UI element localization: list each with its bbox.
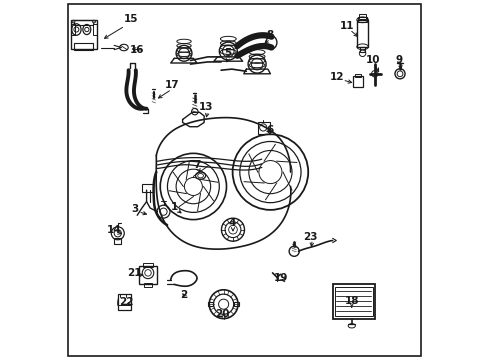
Bar xyxy=(358,14,366,19)
Bar xyxy=(356,20,367,47)
Bar xyxy=(359,47,365,52)
Text: 8: 8 xyxy=(265,30,273,40)
Text: 23: 23 xyxy=(302,232,317,242)
Bar xyxy=(258,122,269,134)
Text: 10: 10 xyxy=(366,55,380,66)
Text: 20: 20 xyxy=(215,309,229,319)
Bar xyxy=(234,302,238,306)
Text: 5: 5 xyxy=(224,48,231,58)
Text: 15: 15 xyxy=(123,14,138,24)
Text: 11: 11 xyxy=(339,21,354,31)
Text: 16: 16 xyxy=(130,45,144,55)
Bar xyxy=(118,294,131,310)
Bar xyxy=(73,43,93,50)
Bar xyxy=(332,284,374,319)
Text: 1: 1 xyxy=(170,202,178,212)
Bar xyxy=(208,302,212,306)
Text: 3: 3 xyxy=(131,204,138,214)
Text: 13: 13 xyxy=(198,102,212,112)
Text: 19: 19 xyxy=(273,273,288,283)
Text: 14: 14 xyxy=(107,225,121,235)
Bar xyxy=(71,20,97,49)
Circle shape xyxy=(371,71,377,77)
Text: 12: 12 xyxy=(329,72,344,82)
Bar xyxy=(142,184,152,192)
Bar xyxy=(71,24,75,35)
Text: 22: 22 xyxy=(119,297,133,307)
Text: 21: 21 xyxy=(127,268,142,278)
Text: 9: 9 xyxy=(395,55,402,66)
Bar xyxy=(143,283,152,287)
Text: 18: 18 xyxy=(344,296,358,306)
Bar xyxy=(355,74,361,77)
Bar xyxy=(358,17,366,22)
Circle shape xyxy=(92,20,95,23)
Text: 6: 6 xyxy=(265,125,273,135)
Bar xyxy=(93,24,97,35)
Bar xyxy=(73,20,93,25)
Bar xyxy=(352,76,363,87)
Text: 7: 7 xyxy=(193,160,200,170)
Circle shape xyxy=(72,20,75,23)
Text: 4: 4 xyxy=(228,218,235,228)
Bar xyxy=(142,263,153,267)
Text: 17: 17 xyxy=(164,80,179,90)
Text: 2: 2 xyxy=(179,290,186,300)
Bar xyxy=(139,266,156,284)
Bar xyxy=(114,238,121,244)
Bar xyxy=(335,287,372,316)
